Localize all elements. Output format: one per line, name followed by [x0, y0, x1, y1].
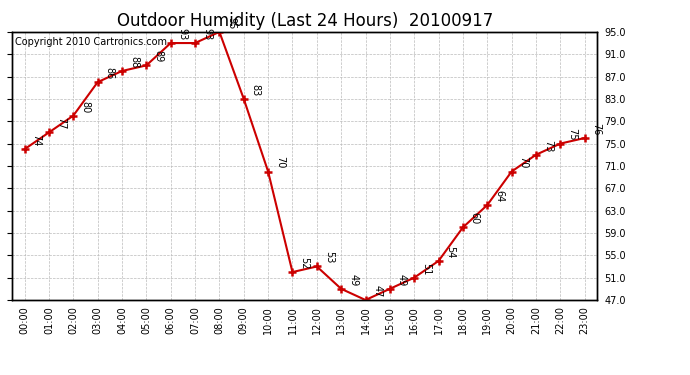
Text: 54: 54 [446, 246, 455, 258]
Text: 80: 80 [80, 100, 90, 113]
Text: 93: 93 [177, 28, 188, 40]
Text: 49: 49 [348, 274, 358, 286]
Title: Outdoor Humidity (Last 24 Hours)  20100917: Outdoor Humidity (Last 24 Hours) 2010091… [117, 12, 493, 30]
Text: Copyright 2010 Cartronics.com: Copyright 2010 Cartronics.com [15, 37, 168, 47]
Text: 52: 52 [299, 257, 309, 269]
Text: 49: 49 [397, 274, 407, 286]
Text: 77: 77 [56, 117, 66, 130]
Text: 93: 93 [202, 28, 212, 40]
Text: 70: 70 [519, 156, 529, 169]
Text: 51: 51 [421, 262, 431, 275]
Text: 70: 70 [275, 156, 285, 169]
Text: 73: 73 [543, 140, 553, 152]
Text: 64: 64 [494, 190, 504, 202]
Text: 89: 89 [153, 50, 164, 63]
Text: 74: 74 [32, 134, 41, 146]
Text: 53: 53 [324, 251, 334, 264]
Text: 83: 83 [250, 84, 261, 96]
Text: 95: 95 [226, 17, 237, 29]
Text: 88: 88 [129, 56, 139, 68]
Text: 47: 47 [373, 285, 382, 297]
Text: 86: 86 [105, 67, 115, 80]
Text: 76: 76 [591, 123, 602, 135]
Text: 75: 75 [567, 128, 578, 141]
Text: 60: 60 [470, 212, 480, 225]
